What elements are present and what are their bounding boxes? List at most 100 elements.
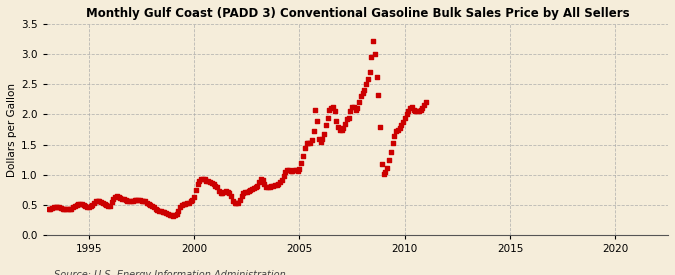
Point [96,200,107,204]
Point [207,180,217,185]
Point [243,189,254,193]
Point [180,202,191,206]
Point [131,198,142,202]
Point [312,118,323,123]
Point [196,177,207,181]
Point [357,91,368,95]
Point [128,199,138,204]
Point [385,150,396,154]
Point [404,106,415,111]
Point [415,108,426,112]
Point [396,123,406,128]
Point [250,185,261,189]
Point [401,112,412,117]
Point [412,109,423,114]
Point [201,179,212,183]
Point [202,179,213,183]
Point [155,209,166,213]
Point [50,205,61,209]
Point [97,200,108,205]
Point [76,202,87,206]
Point [171,212,182,216]
Point [286,169,296,173]
Point [64,207,75,211]
Point [229,201,240,205]
Point [261,185,271,189]
Point [190,188,201,192]
Point [117,197,128,201]
Point [78,203,89,207]
Point [319,132,329,136]
Point [421,100,431,104]
Point [403,109,414,114]
Point [208,182,219,186]
Point [378,172,389,176]
Point [380,170,391,174]
Point [308,129,319,134]
Point [219,189,230,194]
Point [387,141,398,146]
Point [269,183,280,187]
Point [356,94,367,98]
Point [345,109,356,114]
Point [352,106,362,111]
Point [150,207,161,211]
Point [222,189,233,194]
Point [366,55,377,59]
Point [400,115,410,120]
Y-axis label: Dollars per Gallon: Dollars per Gallon [7,82,17,177]
Point [62,207,73,211]
Point [310,108,321,112]
Point [377,162,387,166]
Point [418,103,429,108]
Point [146,204,157,208]
Point [245,188,256,192]
Point [59,207,70,211]
Point [138,199,148,204]
Point [113,194,124,199]
Point [294,167,305,172]
Point [268,183,279,188]
Point [333,124,344,129]
Point [324,108,335,112]
Point [273,182,284,186]
Text: Source: U.S. Energy Information Administration: Source: U.S. Energy Information Administ… [54,271,286,275]
Point [122,199,133,203]
Point [290,168,301,172]
Point [338,126,349,130]
Point [298,153,308,158]
Point [220,189,231,193]
Point [343,115,354,120]
Point [211,185,222,189]
Point [210,183,221,188]
Point [99,202,110,206]
Point [342,117,352,122]
Point [322,115,333,120]
Point [236,194,247,198]
Point [166,213,177,218]
Point [252,183,263,188]
Point [257,178,268,182]
Point [49,205,59,210]
Point [167,214,178,218]
Point [198,177,209,181]
Point [284,168,294,172]
Point [157,210,168,214]
Point [143,202,154,206]
Point [187,198,198,202]
Point [394,126,405,130]
Point [248,185,259,190]
Point [70,204,80,208]
Point [234,198,245,202]
Point [47,206,57,210]
Point [189,195,200,199]
Point [414,109,425,114]
Point [52,205,63,209]
Point [406,105,417,109]
Point [161,211,171,215]
Point [321,123,331,128]
Point [289,168,300,172]
Point [369,52,380,56]
Point [111,194,122,198]
Point [45,207,55,211]
